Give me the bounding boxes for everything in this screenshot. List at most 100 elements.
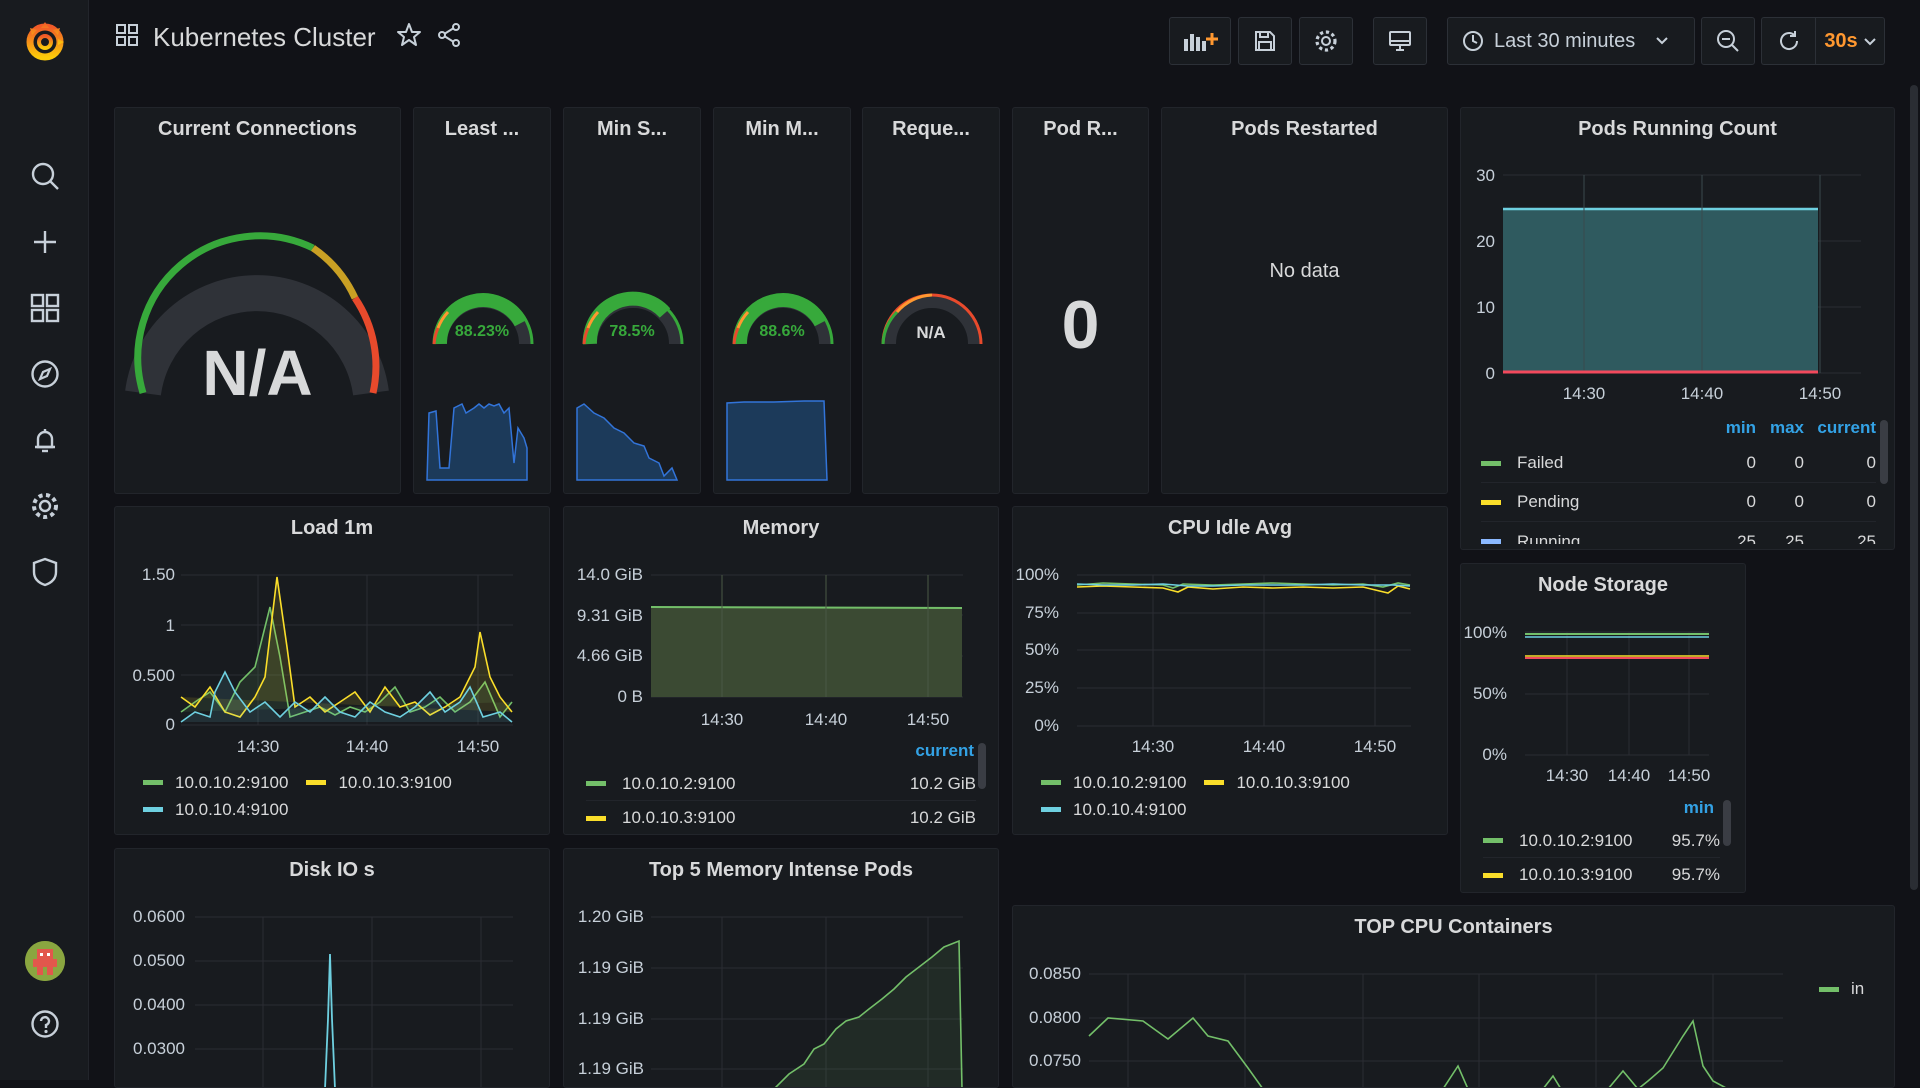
x-tick: 14:50: [1799, 384, 1842, 403]
legend-row[interactable]: Failed 0 0 0: [1481, 444, 1876, 483]
cycle-view-mode-button[interactable]: [1373, 17, 1427, 65]
legend-row[interactable]: 10.0.10.3:9100 95.7%: [1483, 858, 1720, 886]
panel-title[interactable]: Min M...: [745, 118, 819, 140]
panel-title[interactable]: Pods Restarted: [1231, 118, 1378, 140]
panel-top-cpu-containers[interactable]: TOP CPU Containers 0.0850 0.0800 0.0750 …: [1012, 905, 1895, 1088]
panel-pods-restarted[interactable]: Pods Restarted No data: [1161, 107, 1448, 494]
x-tick: 14:40: [805, 710, 848, 729]
panel-pod-r[interactable]: Pod R... 0: [1012, 107, 1149, 494]
configuration-gear-icon[interactable]: [27, 488, 63, 524]
legend-item[interactable]: 10.0.10.3:9100: [1204, 773, 1350, 793]
plus-icon[interactable]: [27, 224, 63, 260]
y-tick: 25%: [1025, 678, 1059, 697]
panel-disk-io[interactable]: Disk IO s 0.0600 0.0500 0.0400 0.0300: [114, 848, 550, 1088]
share-icon[interactable]: [436, 22, 462, 53]
y-tick: 0.0850: [1029, 964, 1081, 983]
zoom-out-button[interactable]: [1701, 17, 1755, 65]
legend-item[interactable]: 10.0.10.3:9100: [306, 772, 452, 793]
legend-name: 10.0.10.4:9100: [1073, 799, 1187, 819]
dashboards-icon[interactable]: [27, 290, 63, 326]
legend-item[interactable]: 10.0.10.2:9100: [1041, 773, 1186, 793]
y-tick: 0: [166, 715, 175, 734]
legend-swatch: [586, 781, 606, 786]
y-tick: 0.0800: [1029, 1008, 1081, 1027]
legend-name: 10.0.10.3:9100: [338, 772, 452, 792]
legend-min: 0: [1746, 492, 1756, 511]
y-tick: 4.66 GiB: [577, 646, 643, 665]
legend-name: 10.0.10.2:9100: [1073, 772, 1187, 792]
panel-title[interactable]: Pods Running Count: [1578, 118, 1777, 140]
legend-swatch: [586, 815, 606, 821]
panel-memory[interactable]: Memory 14.0 GiB 9.31 GiB 4.66 GiB 0 B 14…: [563, 506, 999, 835]
search-icon[interactable]: [27, 158, 63, 194]
legend-header-current[interactable]: current: [915, 741, 974, 760]
legend-swatch: [306, 780, 327, 785]
legend-row[interactable]: Pending 0 0 0: [1481, 483, 1876, 522]
server-admin-shield-icon[interactable]: [27, 554, 63, 590]
page-scrollbar[interactable]: [1910, 85, 1918, 890]
user-avatar[interactable]: [25, 941, 65, 981]
dashboard-settings-button[interactable]: [1299, 17, 1353, 65]
panel-top-memory-pods[interactable]: Top 5 Memory Intense Pods 1.20 GiB 1.19 …: [563, 848, 999, 1088]
alerting-bell-icon[interactable]: [27, 422, 63, 458]
panel-title[interactable]: Node Storage: [1537, 574, 1669, 596]
legend-item[interactable]: 10.0.10.4:9100: [1041, 800, 1186, 820]
dashboard-title[interactable]: Kubernetes Cluster: [153, 22, 376, 52]
panel-title[interactable]: CPU Idle Avg: [1167, 517, 1293, 539]
panel-title[interactable]: TOP CPU Containers: [1354, 916, 1553, 938]
help-icon[interactable]: [27, 1006, 63, 1042]
panel-pods-running-count[interactable]: Pods Running Count 30 20 10 0 14:30 14:4…: [1460, 107, 1895, 550]
legend-scrollbar[interactable]: [978, 743, 986, 789]
legend-header-current[interactable]: current: [1817, 418, 1876, 437]
panel-title[interactable]: Reque...: [892, 118, 970, 140]
save-dashboard-button[interactable]: [1238, 17, 1292, 65]
legend-scrollbar[interactable]: [1723, 800, 1731, 846]
panel-cpu-idle-avg[interactable]: CPU Idle Avg 100% 75% 50% 25% 0% 14:30 1…: [1012, 506, 1448, 835]
panel-title[interactable]: Pod R...: [1043, 118, 1118, 140]
legend-row[interactable]: Running 25 25 25: [1481, 522, 1876, 544]
panel-node-storage[interactable]: Node Storage 100% 50% 0% 14:30 14:40 14:…: [1460, 563, 1746, 893]
add-panel-button[interactable]: [1169, 17, 1231, 65]
legend-row[interactable]: 10.0.10.3:9100 10.2 GiB: [586, 801, 976, 829]
time-range-picker[interactable]: Last 30 minutes: [1447, 17, 1695, 65]
dashboard-grid-icon[interactable]: [115, 23, 139, 52]
legend-current: 0: [1866, 492, 1876, 511]
panel-least[interactable]: Least ... 88.23%: [413, 107, 551, 494]
panel-title[interactable]: Disk IO s: [289, 859, 375, 881]
panel-load-1m[interactable]: Load 1m 1.50 1 0.500 0 14:30 14:40 14:50…: [114, 506, 550, 835]
panel-title[interactable]: Least ...: [444, 118, 520, 140]
legend-row[interactable]: 10.0.10.2:9100 95.7%: [1483, 824, 1720, 858]
refresh-button[interactable]: [1761, 17, 1815, 65]
panel-current-connections[interactable]: Current Connections N/A: [114, 107, 401, 494]
legend-table: min max current Failed 0 0 0 Pending 0 0…: [1481, 418, 1876, 544]
legend-header-min[interactable]: min: [1683, 798, 1714, 817]
legend-swatch: [1481, 499, 1501, 505]
panel-min-s[interactable]: Min S... 78.5%: [563, 107, 701, 494]
panel-min-m[interactable]: Min M... 88.6%: [713, 107, 851, 494]
y-tick: 0.0300: [133, 1039, 185, 1058]
y-tick: 1.20 GiB: [578, 907, 644, 926]
legend-row[interactable]: 10.0.10.2:9100 10.2 GiB: [586, 767, 976, 801]
star-icon[interactable]: [396, 22, 422, 53]
legend-swatch: [1481, 460, 1501, 466]
grafana-logo-icon[interactable]: [20, 16, 70, 66]
legend-header-min[interactable]: min: [1725, 418, 1756, 437]
gauge-value: N/A: [916, 323, 946, 342]
legend-header-max[interactable]: max: [1769, 418, 1804, 437]
legend-scrollbar[interactable]: [1880, 420, 1888, 484]
legend-item[interactable]: 10.0.10.4:9100: [143, 800, 288, 820]
panel-title[interactable]: Load 1m: [290, 517, 374, 539]
panel-title[interactable]: Current Connections: [158, 118, 357, 140]
panel-title[interactable]: Memory: [742, 517, 820, 539]
series-line: [180, 576, 513, 718]
legend-item[interactable]: in: [1819, 979, 1864, 999]
refresh-interval-picker[interactable]: 30s: [1815, 17, 1885, 65]
explore-compass-icon[interactable]: [27, 356, 63, 392]
x-tick: 14:50: [1354, 737, 1397, 756]
panel-title[interactable]: Top 5 Memory Intense Pods: [648, 859, 914, 881]
series-line: [180, 670, 513, 723]
legend-item[interactable]: 10.0.10.2:9100: [143, 773, 288, 793]
panel-title[interactable]: Min S...: [597, 118, 667, 140]
panel-reque[interactable]: Reque... N/A: [862, 107, 1000, 494]
series-line: [1076, 583, 1411, 587]
